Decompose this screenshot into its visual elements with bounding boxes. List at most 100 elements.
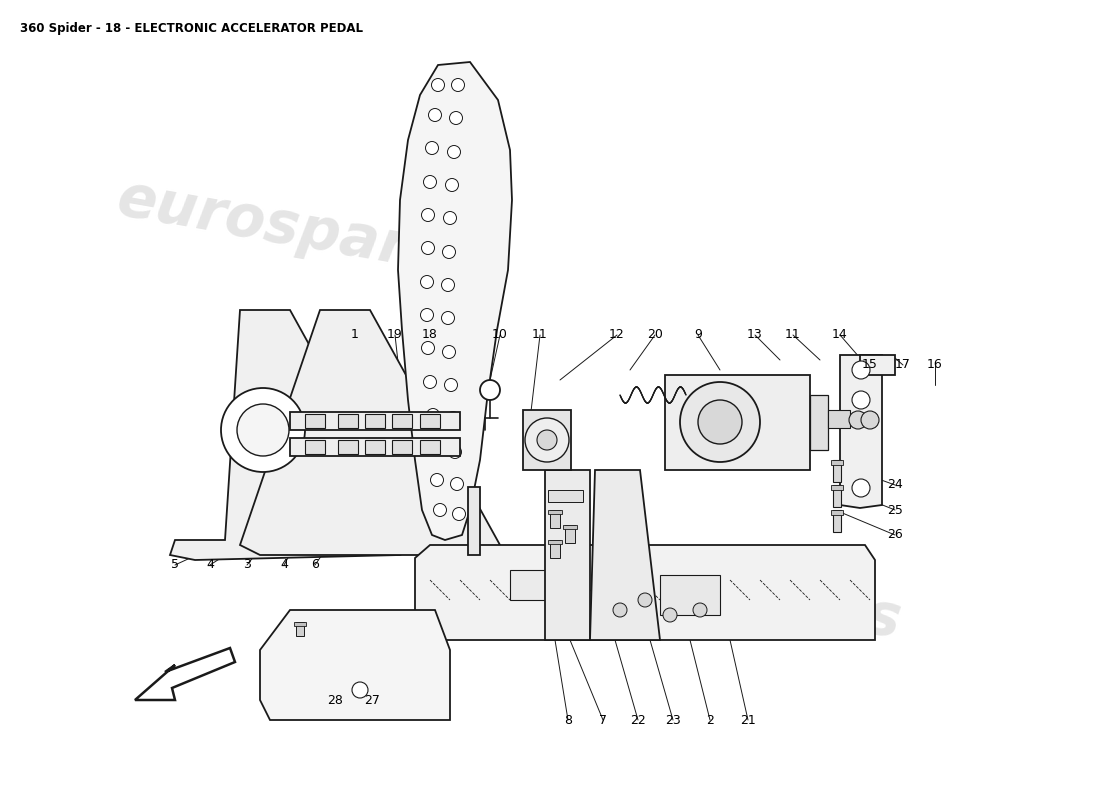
- Text: 12: 12: [609, 329, 625, 342]
- Polygon shape: [840, 355, 882, 508]
- Circle shape: [441, 311, 454, 325]
- Circle shape: [613, 603, 627, 617]
- Text: 8: 8: [564, 714, 572, 726]
- Bar: [392, 440, 412, 454]
- Circle shape: [421, 209, 434, 222]
- Bar: [833, 460, 842, 482]
- Circle shape: [537, 430, 557, 450]
- Circle shape: [480, 380, 501, 400]
- Text: 9: 9: [694, 329, 702, 342]
- Bar: [548, 540, 562, 544]
- Circle shape: [236, 404, 289, 456]
- Text: 1: 1: [351, 329, 359, 342]
- Bar: [338, 440, 358, 454]
- Text: 28: 28: [327, 694, 343, 706]
- Polygon shape: [590, 470, 660, 640]
- Circle shape: [693, 603, 707, 617]
- Bar: [563, 525, 578, 529]
- Circle shape: [429, 109, 441, 122]
- Text: 4: 4: [206, 558, 213, 571]
- Bar: [338, 414, 358, 428]
- Circle shape: [431, 78, 444, 91]
- Bar: [548, 490, 583, 502]
- Bar: [392, 414, 412, 428]
- Bar: [828, 410, 850, 428]
- Circle shape: [427, 409, 440, 422]
- Text: 22: 22: [630, 714, 646, 726]
- Bar: [420, 440, 440, 454]
- Circle shape: [442, 346, 455, 358]
- Text: 19: 19: [387, 329, 403, 342]
- Bar: [833, 510, 842, 532]
- Text: eurospares: eurospares: [113, 170, 486, 290]
- Text: 4: 4: [280, 558, 288, 571]
- Polygon shape: [860, 355, 895, 375]
- Circle shape: [448, 146, 461, 158]
- Bar: [550, 540, 560, 558]
- Circle shape: [352, 682, 368, 698]
- Circle shape: [849, 411, 867, 429]
- Circle shape: [430, 474, 443, 486]
- Circle shape: [852, 361, 870, 379]
- Circle shape: [424, 175, 437, 189]
- Circle shape: [680, 382, 760, 462]
- Circle shape: [525, 418, 569, 462]
- Bar: [565, 525, 575, 543]
- Text: 13: 13: [747, 329, 763, 342]
- Circle shape: [444, 378, 458, 391]
- Bar: [600, 570, 640, 600]
- Text: 18: 18: [422, 329, 438, 342]
- Circle shape: [426, 142, 439, 154]
- Circle shape: [663, 608, 676, 622]
- Polygon shape: [398, 62, 512, 540]
- Text: 360 Spider - 18 - ELECTRONIC ACCELERATOR PEDAL: 360 Spider - 18 - ELECTRONIC ACCELERATOR…: [20, 22, 363, 35]
- Polygon shape: [260, 610, 450, 720]
- Text: 16: 16: [927, 358, 943, 371]
- Bar: [290, 438, 460, 456]
- Circle shape: [420, 275, 433, 289]
- Circle shape: [421, 242, 434, 254]
- Bar: [365, 414, 385, 428]
- Circle shape: [221, 388, 305, 472]
- Circle shape: [447, 411, 460, 425]
- Text: 14: 14: [832, 329, 848, 342]
- Text: 5: 5: [170, 558, 179, 571]
- Circle shape: [421, 342, 434, 354]
- Circle shape: [852, 479, 870, 497]
- Text: 17: 17: [895, 358, 911, 371]
- Text: 2: 2: [706, 714, 714, 726]
- Circle shape: [638, 593, 652, 607]
- Text: 11: 11: [785, 329, 801, 342]
- Bar: [666, 375, 810, 470]
- Circle shape: [443, 211, 456, 225]
- Circle shape: [698, 400, 742, 444]
- Text: eurospares: eurospares: [534, 530, 906, 650]
- Bar: [305, 414, 324, 428]
- Text: 25: 25: [887, 503, 903, 517]
- Text: 26: 26: [887, 529, 903, 542]
- Circle shape: [451, 78, 464, 91]
- Bar: [305, 440, 324, 454]
- Circle shape: [852, 391, 870, 409]
- Circle shape: [446, 178, 459, 191]
- Bar: [290, 412, 460, 430]
- Bar: [296, 622, 304, 636]
- Text: 21: 21: [740, 714, 756, 726]
- Circle shape: [452, 507, 465, 521]
- Text: 11: 11: [532, 329, 548, 342]
- Circle shape: [424, 375, 437, 389]
- Text: 6: 6: [311, 558, 319, 571]
- Bar: [550, 510, 560, 528]
- Circle shape: [441, 278, 454, 291]
- Circle shape: [420, 309, 433, 322]
- Bar: [548, 510, 562, 514]
- Text: 23: 23: [666, 714, 681, 726]
- Polygon shape: [468, 487, 480, 555]
- Bar: [365, 440, 385, 454]
- Circle shape: [433, 503, 447, 517]
- Circle shape: [861, 411, 879, 429]
- Circle shape: [429, 442, 441, 454]
- Circle shape: [450, 111, 462, 125]
- Text: 3: 3: [243, 558, 251, 571]
- Text: 10: 10: [492, 329, 508, 342]
